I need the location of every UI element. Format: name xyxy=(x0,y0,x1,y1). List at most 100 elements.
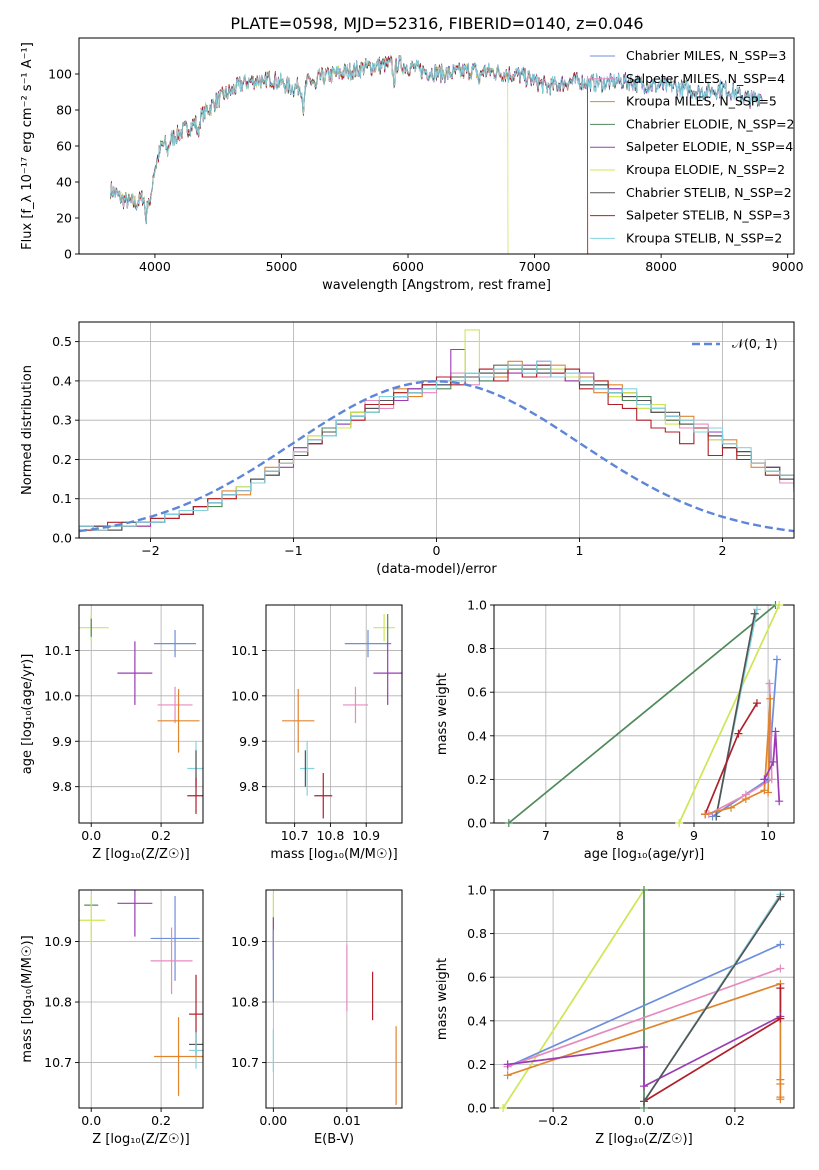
y-tick-label: 40 xyxy=(56,175,72,190)
axes-age-vs-z: 0.0 0.2 9.8 9.9 10.0 10.1 Z [log₁₀(Z/Z☉)] age [… xyxy=(20,604,204,862)
y-tick-label: 100 xyxy=(48,67,72,82)
axes-mass-vs-ebv: 0.00 0.01 10.7 10.8 10.9 E(B-V) xyxy=(231,889,403,1147)
y-tick-label: 0.0 xyxy=(467,816,487,831)
x-tick-label: 0 xyxy=(433,543,441,558)
legend-label: Salpeter ELODIE, N_SSP=4 xyxy=(626,139,793,154)
normal-curve xyxy=(79,380,794,533)
x-tick-label: 7000 xyxy=(519,259,551,274)
weight-marker xyxy=(767,775,776,784)
plot-area-mass-vs-z xyxy=(79,890,203,1096)
x-tick-label: 10 xyxy=(760,828,776,843)
legend-label: Kroupa MILES, N_SSP=5 xyxy=(626,94,777,109)
y-tick-label: 10.8 xyxy=(231,995,259,1010)
weight-marker xyxy=(776,892,785,901)
y-tick-label: 80 xyxy=(56,103,72,118)
figure-title: PLATE=0598, MJD=52316, FIBERID=0140, z=0… xyxy=(230,14,643,33)
y-tick-label: 0.2 xyxy=(467,1057,487,1072)
y-axis-label: Flux [f_λ 10⁻¹⁷ erg cm⁻² s⁻¹ A⁻¹] xyxy=(20,42,35,250)
weight-marker xyxy=(776,1014,785,1023)
y-tick-label: 9.9 xyxy=(52,734,72,749)
y-axis-label: Normed distribution xyxy=(20,365,35,495)
axes-age-vs-mass: 10.7 10.8 10.9 9.8 9.9 10.0 10.1 mass [log₁₀(M/… xyxy=(231,604,403,862)
weight-marker xyxy=(772,655,781,664)
y-tick-label: 0.2 xyxy=(467,772,487,787)
weight-line xyxy=(763,731,781,802)
weight-marker xyxy=(771,727,780,736)
y-tick-label: 10.8 xyxy=(44,995,72,1010)
weight-marker xyxy=(499,1104,508,1112)
y-tick-label: 10.7 xyxy=(44,1055,72,1070)
x-tick-label: 0.2 xyxy=(151,1113,171,1128)
x-tick-label: 0.0 xyxy=(81,828,101,843)
plots-layer: 4000 5000 6000 7000 8000 9000020406080100wave… xyxy=(20,37,804,1147)
x-tick-label: 8 xyxy=(616,828,624,843)
x-tick-label: −0.2 xyxy=(538,1113,568,1128)
weight-marker xyxy=(769,757,778,766)
x-axis-label: E(B-V) xyxy=(314,1132,354,1147)
weight-marker xyxy=(776,1095,785,1104)
y-tick-label: 0.8 xyxy=(467,926,487,941)
legend-label: Chabrier ELODIE, N_SSP=2 xyxy=(626,116,795,131)
weight-line xyxy=(502,890,645,1108)
weight-marker xyxy=(765,679,774,688)
y-axis-label: mass weight xyxy=(435,673,450,755)
plot-area-mass-vs-ebv xyxy=(272,893,397,1105)
y-tick-label: 10.1 xyxy=(231,643,259,658)
axes-frame xyxy=(78,889,204,1109)
x-tick-label: 1 xyxy=(576,543,584,558)
weight-marker xyxy=(764,788,773,797)
weight-marker xyxy=(752,605,761,614)
weight-line xyxy=(507,967,781,1068)
y-tick-label: 0.8 xyxy=(467,641,487,656)
legend-label-normal: 𝒩(0, 1) xyxy=(732,336,778,351)
x-axis-label: Z [log₁₀(Z/Z☉)] xyxy=(595,1132,692,1147)
y-tick-label: 9.8 xyxy=(52,779,72,794)
x-tick-label: 2 xyxy=(719,543,727,558)
weight-marker xyxy=(766,694,775,703)
axes-frame xyxy=(265,604,403,824)
y-axis-label: mass [log₁₀(M/M☉)] xyxy=(20,935,35,1062)
weight-marker xyxy=(727,803,736,812)
x-axis-label: wavelength [Angstrom, rest frame] xyxy=(322,278,551,293)
weight-marker xyxy=(503,1071,512,1080)
weight-marker xyxy=(640,1042,648,1051)
y-tick-label: 10.1 xyxy=(44,643,72,658)
x-tick-label: 7 xyxy=(542,828,550,843)
y-tick-label: 10.9 xyxy=(231,934,259,949)
weight-marker xyxy=(701,810,710,819)
x-tick-label: −2 xyxy=(141,543,159,558)
x-axis-label: (data-model)/error xyxy=(376,562,497,577)
x-tick-label: 0.0 xyxy=(634,1113,654,1128)
plot-area-residuals xyxy=(79,329,794,538)
y-tick-label: 0.6 xyxy=(467,685,487,700)
x-tick-label: 9000 xyxy=(772,259,804,274)
weight-line xyxy=(715,613,756,817)
weight-line xyxy=(678,605,780,823)
y-tick-label: 1.0 xyxy=(467,883,487,898)
weight-line xyxy=(704,698,772,816)
y-tick-label: 60 xyxy=(56,139,72,154)
weight-marker xyxy=(503,1060,512,1069)
spectrum-legend: Chabrier MILES, N_SSP=3 Salpeter MILES, N… xyxy=(590,48,795,245)
y-tick-label: 0.5 xyxy=(52,334,72,349)
plot-area-age-vs-mass xyxy=(282,614,402,819)
y-tick-label: 0.6 xyxy=(467,970,487,985)
axes-frame xyxy=(493,604,795,824)
axes-frame xyxy=(265,889,403,1109)
x-tick-label: 0.01 xyxy=(333,1113,361,1128)
y-tick-label: 0.4 xyxy=(467,1013,487,1028)
plot-area-age-vs-z xyxy=(79,614,203,814)
legend-label: Salpeter MILES, N_SSP=4 xyxy=(626,71,785,86)
weight-marker xyxy=(675,819,684,827)
legend-label: Chabrier STELIB, N_SSP=2 xyxy=(626,185,792,200)
spectrum-line xyxy=(110,55,763,224)
histogram-step xyxy=(79,360,794,538)
weight-marker xyxy=(775,797,784,806)
weight-marker xyxy=(750,609,759,618)
x-axis-label: mass [log₁₀(M/M☉)] xyxy=(270,847,397,862)
y-tick-label: 0.4 xyxy=(467,728,487,743)
legend-label: Kroupa ELODIE, N_SSP=2 xyxy=(626,162,785,177)
weight-marker xyxy=(741,795,750,804)
x-tick-label: 4000 xyxy=(139,259,171,274)
legend-label: Chabrier MILES, N_SSP=3 xyxy=(626,48,786,63)
